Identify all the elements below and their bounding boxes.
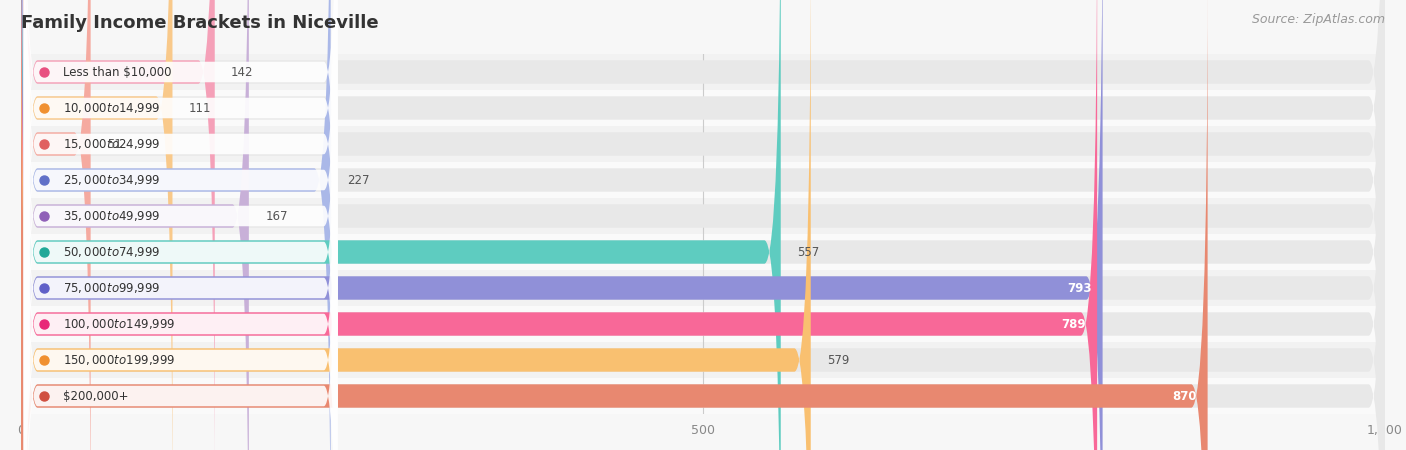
Text: $15,000 to $24,999: $15,000 to $24,999 [63,137,160,151]
FancyBboxPatch shape [21,0,811,450]
FancyBboxPatch shape [24,0,337,450]
FancyBboxPatch shape [21,0,215,450]
Text: $35,000 to $49,999: $35,000 to $49,999 [63,209,160,223]
FancyBboxPatch shape [24,0,337,450]
Text: 793: 793 [1067,282,1091,294]
FancyBboxPatch shape [24,0,337,450]
Text: $100,000 to $149,999: $100,000 to $149,999 [63,317,176,331]
Text: 167: 167 [266,210,288,222]
Text: 142: 142 [231,66,253,78]
Bar [21,54,1385,90]
FancyBboxPatch shape [21,0,90,450]
FancyBboxPatch shape [21,0,1385,450]
Text: $150,000 to $199,999: $150,000 to $199,999 [63,353,176,367]
Text: 111: 111 [188,102,211,114]
FancyBboxPatch shape [24,10,337,450]
Text: 870: 870 [1173,390,1197,402]
Text: $200,000+: $200,000+ [63,390,129,402]
FancyBboxPatch shape [21,0,1102,450]
FancyBboxPatch shape [21,0,1385,450]
FancyBboxPatch shape [21,0,173,450]
FancyBboxPatch shape [21,0,1385,450]
FancyBboxPatch shape [21,0,780,450]
FancyBboxPatch shape [24,0,337,450]
FancyBboxPatch shape [21,0,1385,450]
Text: 789: 789 [1062,318,1087,330]
Text: Source: ZipAtlas.com: Source: ZipAtlas.com [1251,14,1385,27]
Text: $10,000 to $14,999: $10,000 to $14,999 [63,101,160,115]
FancyBboxPatch shape [24,0,337,450]
FancyBboxPatch shape [21,0,1385,450]
Text: $75,000 to $99,999: $75,000 to $99,999 [63,281,160,295]
FancyBboxPatch shape [24,0,337,450]
FancyBboxPatch shape [24,0,337,450]
Text: 227: 227 [347,174,370,186]
FancyBboxPatch shape [24,0,337,422]
FancyBboxPatch shape [21,0,1385,450]
FancyBboxPatch shape [21,0,1385,450]
Bar [21,162,1385,198]
Bar [21,198,1385,234]
Bar [21,234,1385,270]
Text: $50,000 to $74,999: $50,000 to $74,999 [63,245,160,259]
Bar [21,126,1385,162]
Text: Less than $10,000: Less than $10,000 [63,66,172,78]
FancyBboxPatch shape [21,0,1385,450]
Bar [21,306,1385,342]
Text: Family Income Brackets in Niceville: Family Income Brackets in Niceville [21,14,378,32]
Bar [21,342,1385,378]
Bar [21,378,1385,414]
FancyBboxPatch shape [21,0,249,450]
Text: $25,000 to $34,999: $25,000 to $34,999 [63,173,160,187]
Text: 579: 579 [827,354,849,366]
Text: 557: 557 [797,246,820,258]
Bar [21,90,1385,126]
Text: 51: 51 [107,138,122,150]
FancyBboxPatch shape [21,0,330,450]
FancyBboxPatch shape [21,0,1097,450]
Bar [21,270,1385,306]
FancyBboxPatch shape [21,0,1385,450]
FancyBboxPatch shape [21,0,1385,450]
FancyBboxPatch shape [24,46,337,450]
FancyBboxPatch shape [21,0,1208,450]
